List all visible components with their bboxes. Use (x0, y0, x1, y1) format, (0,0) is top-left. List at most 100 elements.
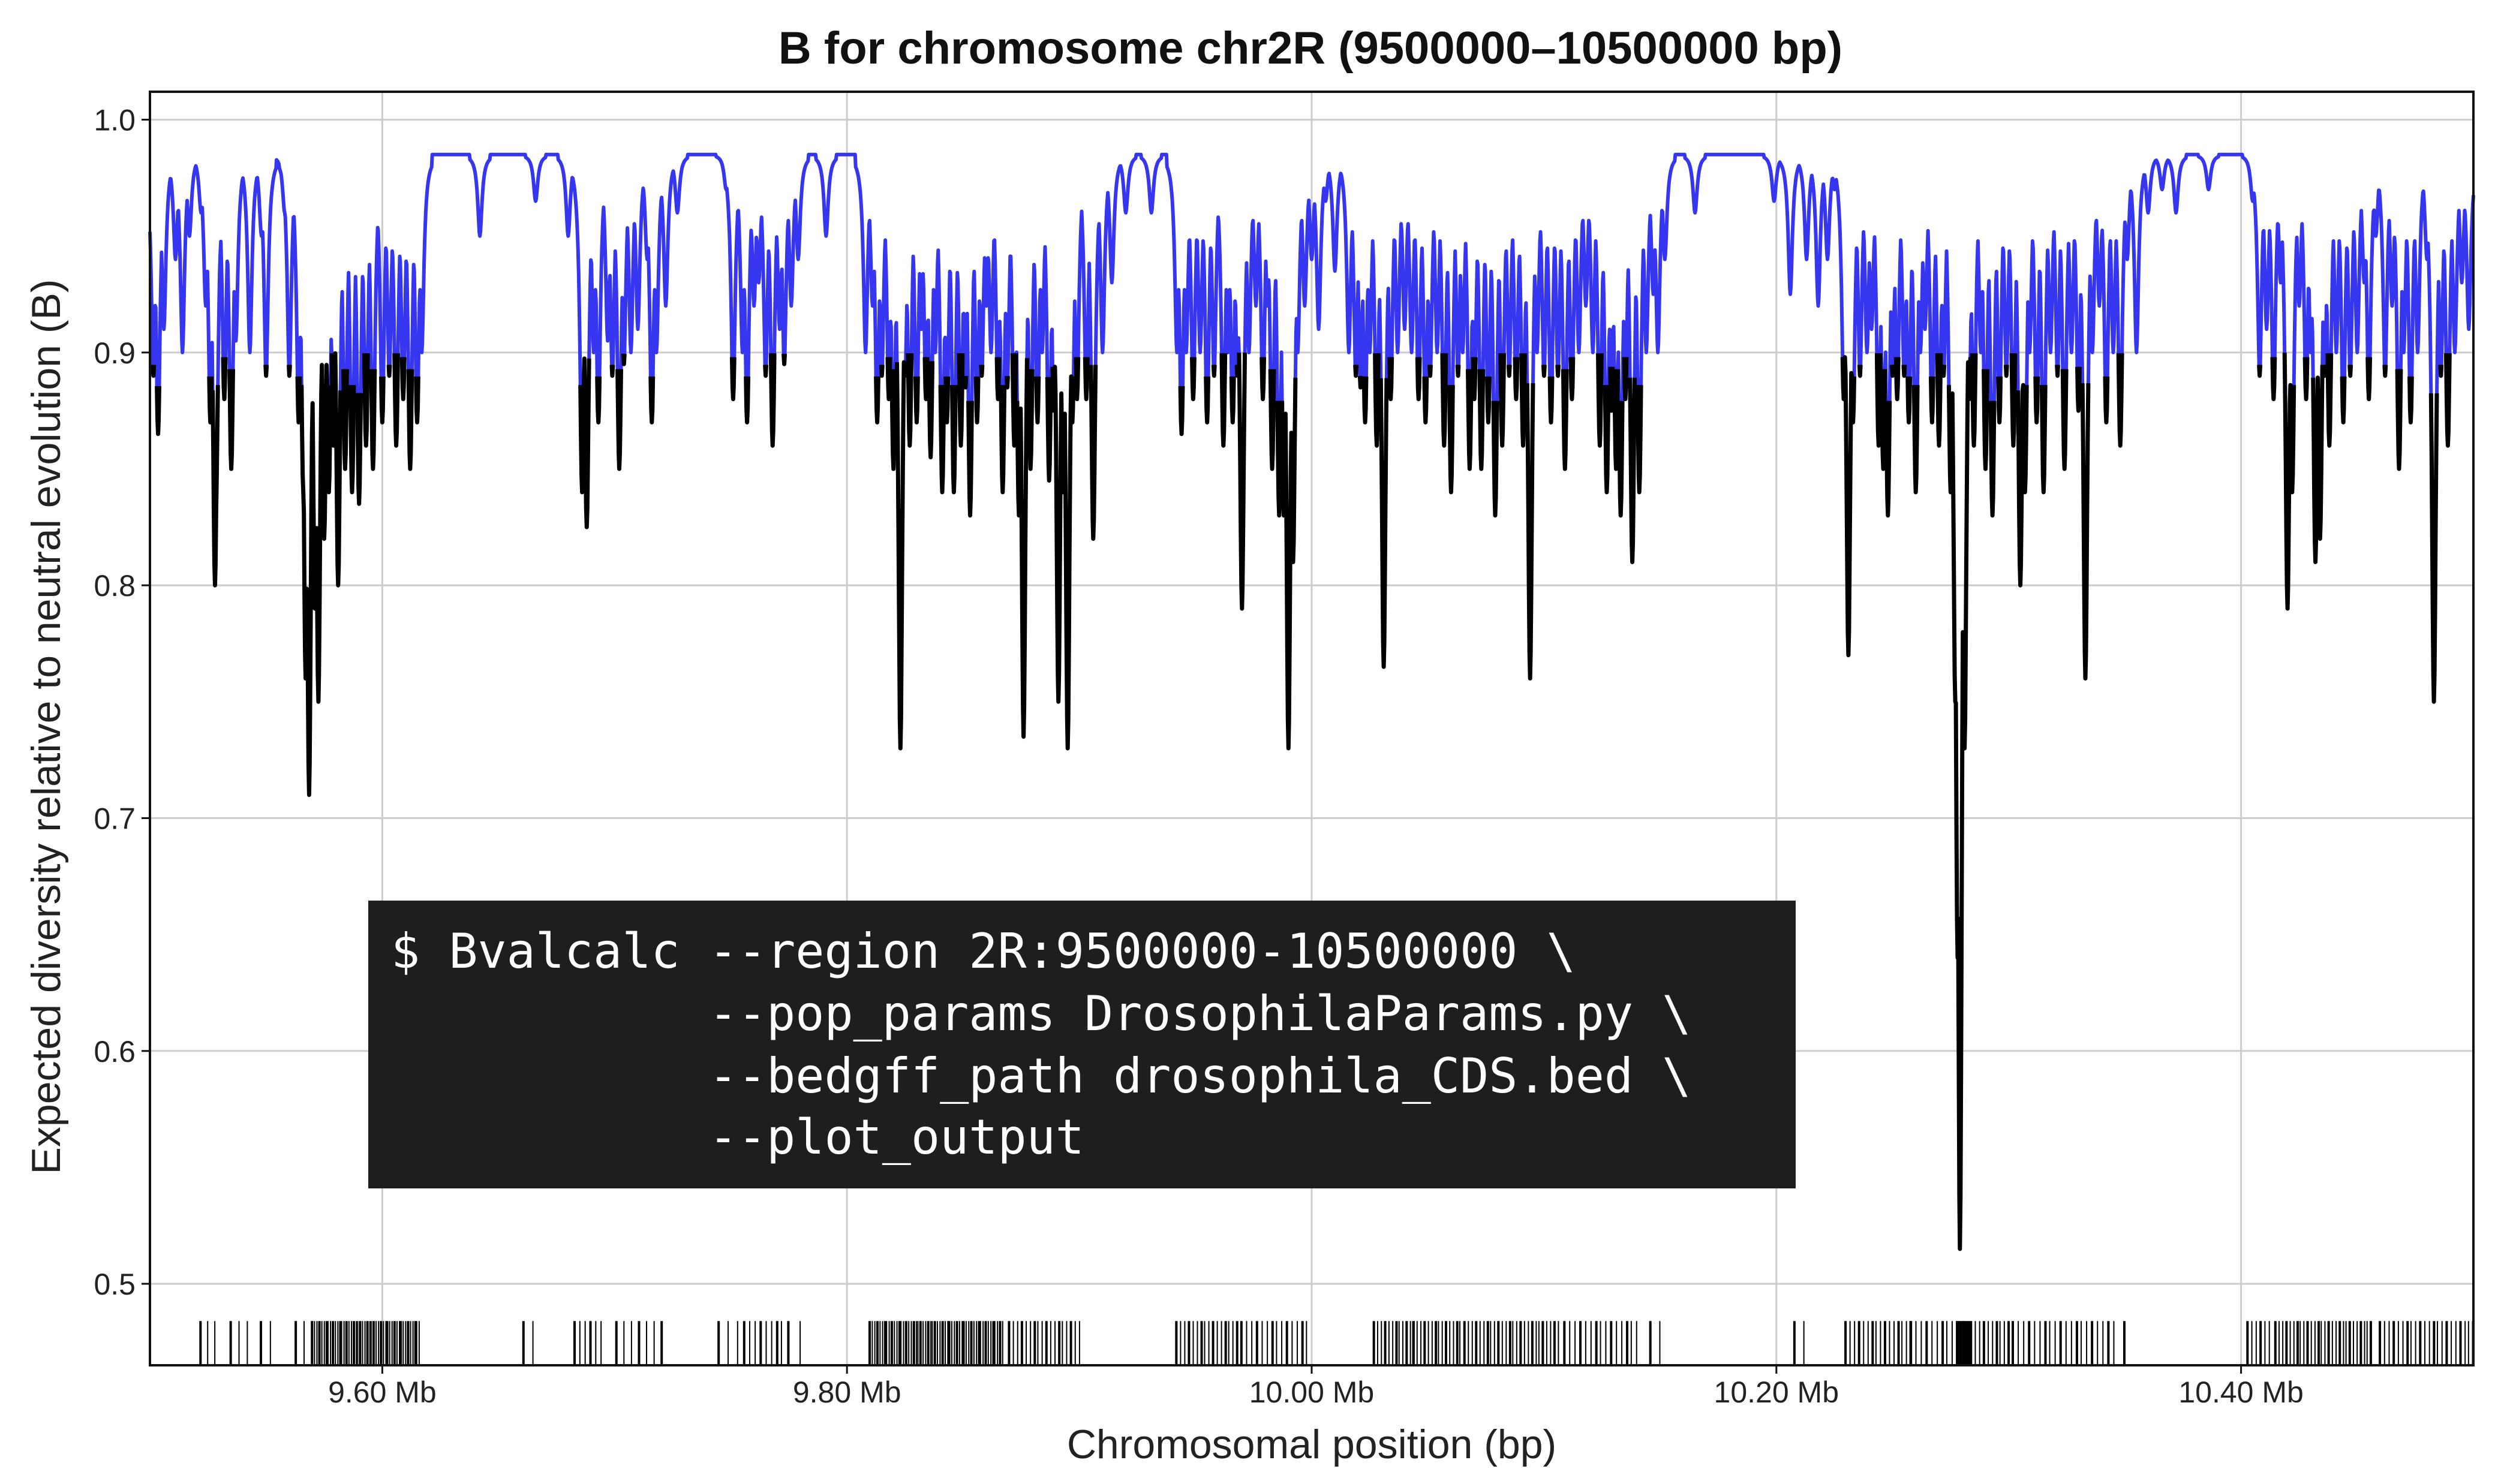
b-value-dip-segment (1525, 383, 1535, 681)
b-value-dip-segment (973, 376, 981, 425)
b-value-dip-segment (1498, 353, 1507, 448)
grid-lines (150, 92, 2473, 1365)
b-value-dip-segment (1946, 357, 1973, 1251)
b-value-dip-segment (938, 385, 946, 495)
axis-ticks: 9.60 Mb 9.80 Mb 10.00 Mb 10.20 Mb 10.40 Mb 0.… (94, 104, 2303, 1409)
b-value-dip-segment (906, 353, 914, 448)
b-value-dip-segment (1026, 369, 1035, 471)
b-value-dip-segment (2340, 376, 2347, 425)
b-value-dip-segment (2428, 393, 2439, 704)
b-value-dip-segment (2382, 365, 2388, 378)
b-value-dip-segment (1415, 357, 1422, 402)
y-tick-label: 0.6 (94, 1035, 136, 1068)
b-value-dip-segment (1485, 376, 1492, 425)
b-value-dip-segment (1941, 365, 1947, 378)
b-value-dip-segment (966, 401, 974, 518)
b-value-dip-segment (578, 356, 591, 529)
b-value-dip-segment (406, 369, 414, 471)
b-value-dip-segment (1353, 365, 1359, 378)
terminal-line-2: --pop_params DrosophilaParams.py \ (391, 986, 1691, 1041)
b-value-dip-segment (227, 369, 235, 471)
b-value-dip-segment (1628, 377, 1637, 564)
b-value-dip-segment (2033, 376, 2040, 425)
b-value-dip-segment (1608, 366, 1615, 413)
b-value-dip-segment (2444, 353, 2452, 448)
y-tick-label: 0.5 (94, 1268, 136, 1301)
b-value-dip-segment (414, 376, 420, 425)
b-value-dip-segment (2055, 365, 2060, 378)
b-value-dip-segment (999, 385, 1007, 495)
b-value-dip-segment (1455, 365, 1461, 378)
b-value-dip-segment (1268, 369, 1276, 471)
b-value-dip-segment (348, 385, 356, 495)
b-value-dip-segment (879, 365, 885, 378)
b-value-dip-segment (950, 385, 958, 495)
b-value-dip-segment (729, 357, 737, 402)
b-value-dip-segment (621, 353, 627, 366)
cds-track (199, 1321, 2475, 1365)
b-value-dip-segment (221, 357, 228, 402)
b-value-dip-segment (1440, 353, 1448, 448)
b-value-dip-segment (1237, 353, 1248, 611)
x-tick-label: 9.80 Mb (793, 1375, 901, 1409)
y-axis-label: Expected diversity relative to neutral e… (23, 279, 69, 1175)
b-value-dip-segment (1074, 357, 1081, 402)
plot-frame (149, 91, 2475, 1366)
terminal-line-1: $ Bvalcalc --region 2R:9500000-10500000 … (391, 923, 1576, 979)
b-value-dip-segment (1568, 357, 1576, 402)
b-value-dip-segment (1491, 401, 1499, 518)
b-value-dip-segment (994, 357, 1002, 402)
b-value-dip-segment (889, 369, 898, 471)
x-tick-label: 9.60 Mb (328, 1375, 437, 1409)
b-value-dip-segment (957, 353, 965, 448)
b-value-dip-segment (1622, 357, 1629, 402)
b-value-dip-segment (1045, 377, 1053, 483)
b-value-dip-segment (1005, 375, 1010, 390)
b-value-dip-segment (744, 376, 751, 425)
b-value-dip-segment (341, 369, 349, 471)
b-value-dip-segment (1422, 376, 1429, 425)
b-value-dip-segment (1884, 401, 1892, 518)
b-value-dip-segment (287, 365, 292, 378)
b-value-dip-segment (151, 365, 157, 378)
b-value-dip-segment (979, 365, 985, 378)
b-value-dip-segment (943, 376, 951, 425)
terminal-command-box: $ Bvalcalc --region 2R:9500000-10500000 … (368, 901, 1796, 1188)
b-value-dip-segment (1928, 376, 1935, 425)
b-value-dip-segment (2270, 357, 2277, 402)
b-value-dip-segment (2003, 365, 2009, 378)
b-value-dip-segment (1259, 357, 1267, 402)
b-value-dip-segment (1361, 376, 1369, 425)
b-value-dip-segment (2311, 365, 2325, 564)
b-value-dip-segment (1466, 369, 1474, 471)
b-value-dip-segment (2080, 383, 2091, 681)
b-value-dip-segment (369, 369, 377, 471)
b-value-dip-segment (2407, 376, 2414, 425)
y-tick-label: 1.0 (94, 104, 136, 137)
b-value-dip-segment (2395, 369, 2403, 471)
b-value-dip-segment (1219, 353, 1228, 448)
b-value-dip-segment (2116, 353, 2124, 448)
terminal-line-4: --plot_output (391, 1109, 1084, 1165)
b-value-dip-segment (1447, 385, 1455, 495)
b-value-dip-segment (781, 353, 787, 366)
b-value-dip-segment (1034, 376, 1041, 425)
b-value-dip-segment (1840, 355, 1857, 658)
b-value-dip-segment (329, 351, 343, 588)
b-value-dip-segment (615, 369, 623, 471)
b-value-dip-segment (1857, 365, 1863, 378)
y-tick-label: 0.9 (94, 336, 136, 370)
b-value-dip-segment (2302, 357, 2310, 402)
b-value-dip-segment (1555, 365, 1561, 378)
b-value-dip-segment (1010, 353, 1018, 448)
b-value-dip-segment (927, 361, 935, 460)
b-value-dip-segment (1901, 365, 1907, 378)
b-value-dip-segment (1911, 385, 1920, 495)
b-value-dip-segment (299, 363, 333, 797)
b-value-dip-segment (1427, 365, 1433, 378)
b-value-dip-segment (1050, 365, 1076, 751)
b-value-dip-segment (1603, 385, 1611, 495)
b-value-dip-segment (362, 353, 370, 448)
x-tick-label: 10.40 Mb (2178, 1375, 2303, 1409)
b-value-dip-segment (1982, 369, 1989, 471)
